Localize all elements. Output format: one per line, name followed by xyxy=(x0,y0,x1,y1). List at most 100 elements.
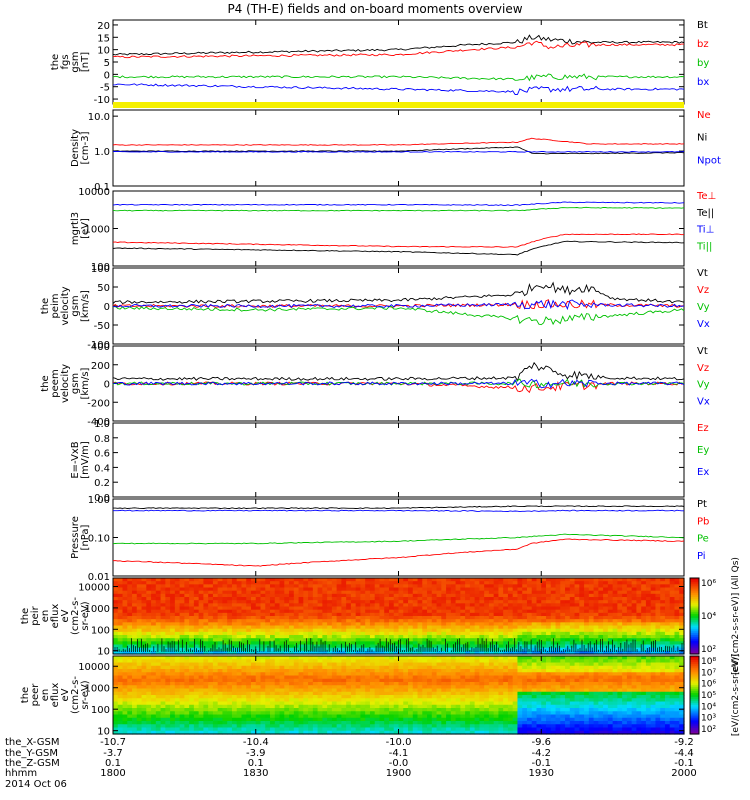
heatmap-cell xyxy=(236,685,243,690)
heatmap-cell xyxy=(450,727,457,732)
heatmap-cell xyxy=(412,641,419,646)
heatmap-cell xyxy=(132,682,138,686)
heatmap-cell xyxy=(132,685,138,690)
heatmap-cell xyxy=(231,609,238,614)
heatmap-cell xyxy=(436,581,442,585)
heatmap-cell xyxy=(212,641,219,646)
heatmap-cell xyxy=(474,656,480,660)
series-line-temperature-2 xyxy=(112,201,685,206)
heatmap-cell xyxy=(289,612,295,617)
panel-frame xyxy=(112,109,685,187)
heatmap-cell xyxy=(346,701,352,706)
heatmap-cell xyxy=(517,578,523,582)
heatmap-cell xyxy=(279,669,285,673)
heatmap-cell xyxy=(174,600,181,604)
heatmap-cell xyxy=(469,727,476,732)
heatmap-cell xyxy=(222,672,228,677)
heatmap-cell xyxy=(270,724,276,729)
heatmap-cell xyxy=(127,678,133,683)
heatmap-cell xyxy=(460,628,466,633)
heatmap-cell xyxy=(317,695,323,699)
heatmap-cell xyxy=(679,635,685,639)
heatmap-cell xyxy=(308,691,314,696)
heatmap-cell xyxy=(460,622,466,627)
heatmap-cell xyxy=(165,708,171,712)
heatmap-cell xyxy=(246,616,252,620)
heatmap-cell xyxy=(170,730,176,735)
heatmap-cell xyxy=(669,600,676,604)
heatmap-cell xyxy=(393,730,400,735)
heatmap-cell xyxy=(231,708,238,712)
heatmap-cell xyxy=(122,682,128,686)
heatmap-cell xyxy=(645,606,652,611)
heatmap-cell xyxy=(408,724,414,729)
y-tick-label: 10 xyxy=(97,46,110,57)
heatmap-cell xyxy=(270,597,276,601)
heatmap-cell xyxy=(636,578,642,582)
heatmap-cell xyxy=(155,616,162,620)
heatmap-cell xyxy=(569,581,576,585)
heatmap-cell xyxy=(322,678,328,683)
heatmap-cell xyxy=(398,641,404,646)
heatmap-cell xyxy=(312,656,319,660)
heatmap-cell xyxy=(312,695,319,699)
heatmap-cell xyxy=(212,603,219,608)
heatmap-cell xyxy=(660,619,666,623)
legend-label: Pb xyxy=(697,516,709,527)
heatmap-cell xyxy=(379,628,385,633)
heatmap-cell xyxy=(526,619,533,623)
heatmap-cell xyxy=(569,647,576,652)
heatmap-cell xyxy=(384,730,390,735)
heatmap-cell xyxy=(422,708,428,712)
heatmap-cell xyxy=(322,727,328,732)
heatmap-cell xyxy=(203,685,209,690)
heatmap-cell xyxy=(317,590,323,595)
heatmap-cell xyxy=(317,665,323,670)
heatmap-cell xyxy=(255,606,262,611)
heatmap-cell xyxy=(669,590,676,595)
heatmap-cell xyxy=(141,609,147,614)
heatmap-cell xyxy=(255,641,262,646)
heatmap-cell xyxy=(450,704,457,709)
heatmap-cell xyxy=(293,685,300,690)
heatmap-cell xyxy=(284,622,290,627)
heatmap-cell xyxy=(170,704,176,709)
heatmap-cell xyxy=(455,724,461,729)
heatmap-cell xyxy=(679,622,685,627)
heatmap-cell xyxy=(160,730,166,735)
heatmap-cell xyxy=(460,678,466,683)
heatmap-cell xyxy=(136,587,143,592)
heatmap-cell xyxy=(493,590,500,595)
heatmap-cell xyxy=(484,578,490,582)
heatmap-cell xyxy=(303,678,309,683)
heatmap-cell xyxy=(203,650,209,655)
panel-frame xyxy=(112,422,685,498)
heatmap-cell xyxy=(222,727,228,732)
heatmap-cell xyxy=(412,593,419,598)
heatmap-cell xyxy=(331,616,338,620)
heatmap-cell xyxy=(441,662,447,667)
heatmap-cell xyxy=(203,727,209,732)
heatmap-cell xyxy=(260,631,266,636)
heatmap-cell xyxy=(431,682,438,686)
heatmap-cell xyxy=(498,587,504,592)
heatmap-cell xyxy=(289,704,295,709)
heatmap-cell xyxy=(446,714,452,719)
heatmap-cell xyxy=(212,616,219,620)
heatmap-cell xyxy=(607,590,614,595)
heatmap-cell xyxy=(641,619,647,623)
heatmap-cell xyxy=(222,730,228,735)
heatmap-cell xyxy=(231,641,238,646)
heatmap-cell xyxy=(246,701,252,706)
heatmap-cell xyxy=(255,609,262,614)
heatmap-cell xyxy=(526,590,533,595)
heatmap-cell xyxy=(270,587,276,592)
heatmap-cell xyxy=(517,628,523,633)
heatmap-cell xyxy=(422,695,428,699)
heatmap-cell xyxy=(512,622,519,627)
heatmap-cell xyxy=(141,669,147,673)
heatmap-cell xyxy=(479,609,485,614)
heatmap-cell xyxy=(184,590,190,595)
heatmap-cell xyxy=(165,714,171,719)
heatmap-cell xyxy=(536,581,542,585)
